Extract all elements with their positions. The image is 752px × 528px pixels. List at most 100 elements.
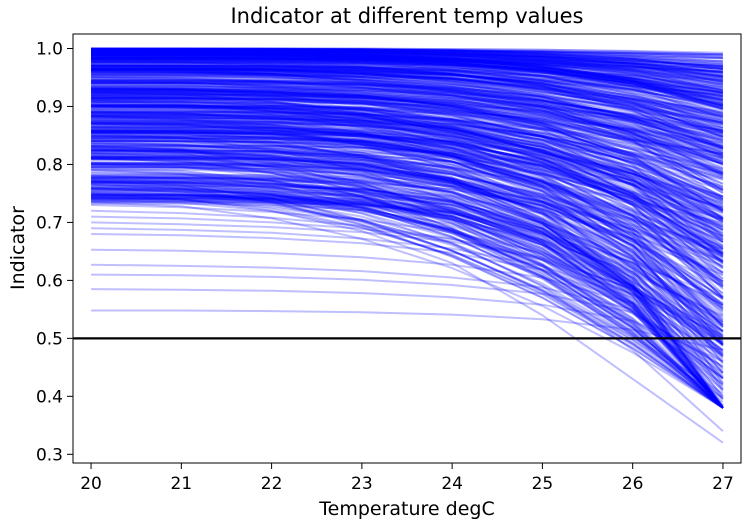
series-line [91, 52, 723, 70]
series-line [91, 187, 724, 409]
series-line [91, 155, 724, 287]
series-line [91, 52, 723, 71]
series-line [91, 68, 723, 96]
series-line [91, 149, 724, 256]
series-line [91, 51, 724, 98]
series-line [91, 48, 724, 95]
series-line [91, 53, 723, 67]
series-line [91, 147, 724, 399]
series-line [91, 73, 724, 155]
series-line [91, 263, 724, 374]
series-line [91, 175, 724, 409]
series-line [91, 188, 724, 409]
series-line [91, 64, 724, 108]
series-line [91, 57, 724, 84]
series-line [91, 156, 724, 346]
series-line [91, 88, 724, 158]
series-line [91, 198, 724, 380]
y-axis-label: Indicator [7, 206, 29, 290]
series-line [91, 76, 724, 137]
series-line [91, 94, 724, 164]
series-line [91, 81, 724, 150]
series-line [91, 58, 724, 80]
series-line [91, 71, 724, 149]
series-line [91, 128, 724, 274]
series-line [91, 56, 724, 101]
series-line [91, 63, 724, 124]
series-line [91, 144, 724, 379]
x-tick-label: 23 [351, 474, 373, 494]
series-line [91, 123, 724, 321]
series-line [91, 112, 724, 231]
series-line [91, 167, 724, 409]
series-line [91, 149, 724, 408]
series-line [91, 190, 724, 364]
series-line [91, 127, 724, 250]
series-line [91, 103, 724, 238]
series-line [91, 60, 724, 129]
series-line [91, 174, 724, 409]
series-line [91, 248, 724, 386]
series-line [91, 111, 724, 212]
series-line [91, 150, 724, 226]
series-line [91, 191, 724, 409]
series-line [91, 193, 724, 409]
series-line [91, 194, 724, 409]
series-line [91, 99, 724, 189]
series-line [91, 91, 724, 202]
series-line [91, 123, 724, 287]
series-line [91, 49, 724, 98]
series-line [91, 48, 723, 63]
series-line [91, 181, 724, 409]
series-line [91, 88, 724, 160]
series-line [91, 50, 724, 77]
series-line [91, 179, 724, 356]
series-line [91, 70, 724, 144]
series-line [91, 81, 724, 143]
series-line [91, 50, 724, 84]
series-line [91, 166, 724, 387]
series-line [91, 184, 724, 391]
series-line [91, 112, 724, 231]
plot-background [73, 34, 741, 463]
series-line [91, 95, 724, 191]
series-line [91, 65, 724, 125]
series-line [91, 167, 724, 299]
series-line [91, 109, 724, 237]
series-line [91, 79, 724, 153]
series-line [91, 72, 724, 123]
series-line [91, 114, 724, 290]
series-line [91, 97, 724, 224]
series-line [91, 135, 724, 373]
series-line [91, 94, 724, 160]
series-line [91, 58, 724, 111]
series-line [91, 49, 724, 83]
series-line [91, 98, 724, 204]
series-line [91, 68, 724, 114]
series-line [91, 118, 724, 214]
series-line [91, 97, 724, 192]
series-line [91, 57, 724, 97]
series-line [91, 110, 724, 300]
x-tick-label: 21 [171, 474, 193, 494]
x-axis-label: Temperature degC [318, 498, 494, 520]
series-line [91, 194, 724, 323]
series-line [91, 113, 724, 203]
series-line [91, 52, 724, 99]
series-line [91, 128, 724, 341]
series-line [91, 101, 724, 201]
series-line [91, 187, 724, 409]
series-line [91, 66, 724, 154]
series-line [91, 57, 724, 88]
series-line [91, 53, 724, 103]
series-line [91, 71, 724, 164]
series-line [91, 198, 724, 409]
series-line [91, 52, 724, 107]
series-line [91, 116, 724, 264]
series-line [91, 131, 724, 221]
series-line [91, 147, 724, 347]
series-line [91, 177, 724, 409]
series-line [91, 52, 723, 67]
series-line [91, 130, 724, 338]
series-line [91, 52, 724, 108]
